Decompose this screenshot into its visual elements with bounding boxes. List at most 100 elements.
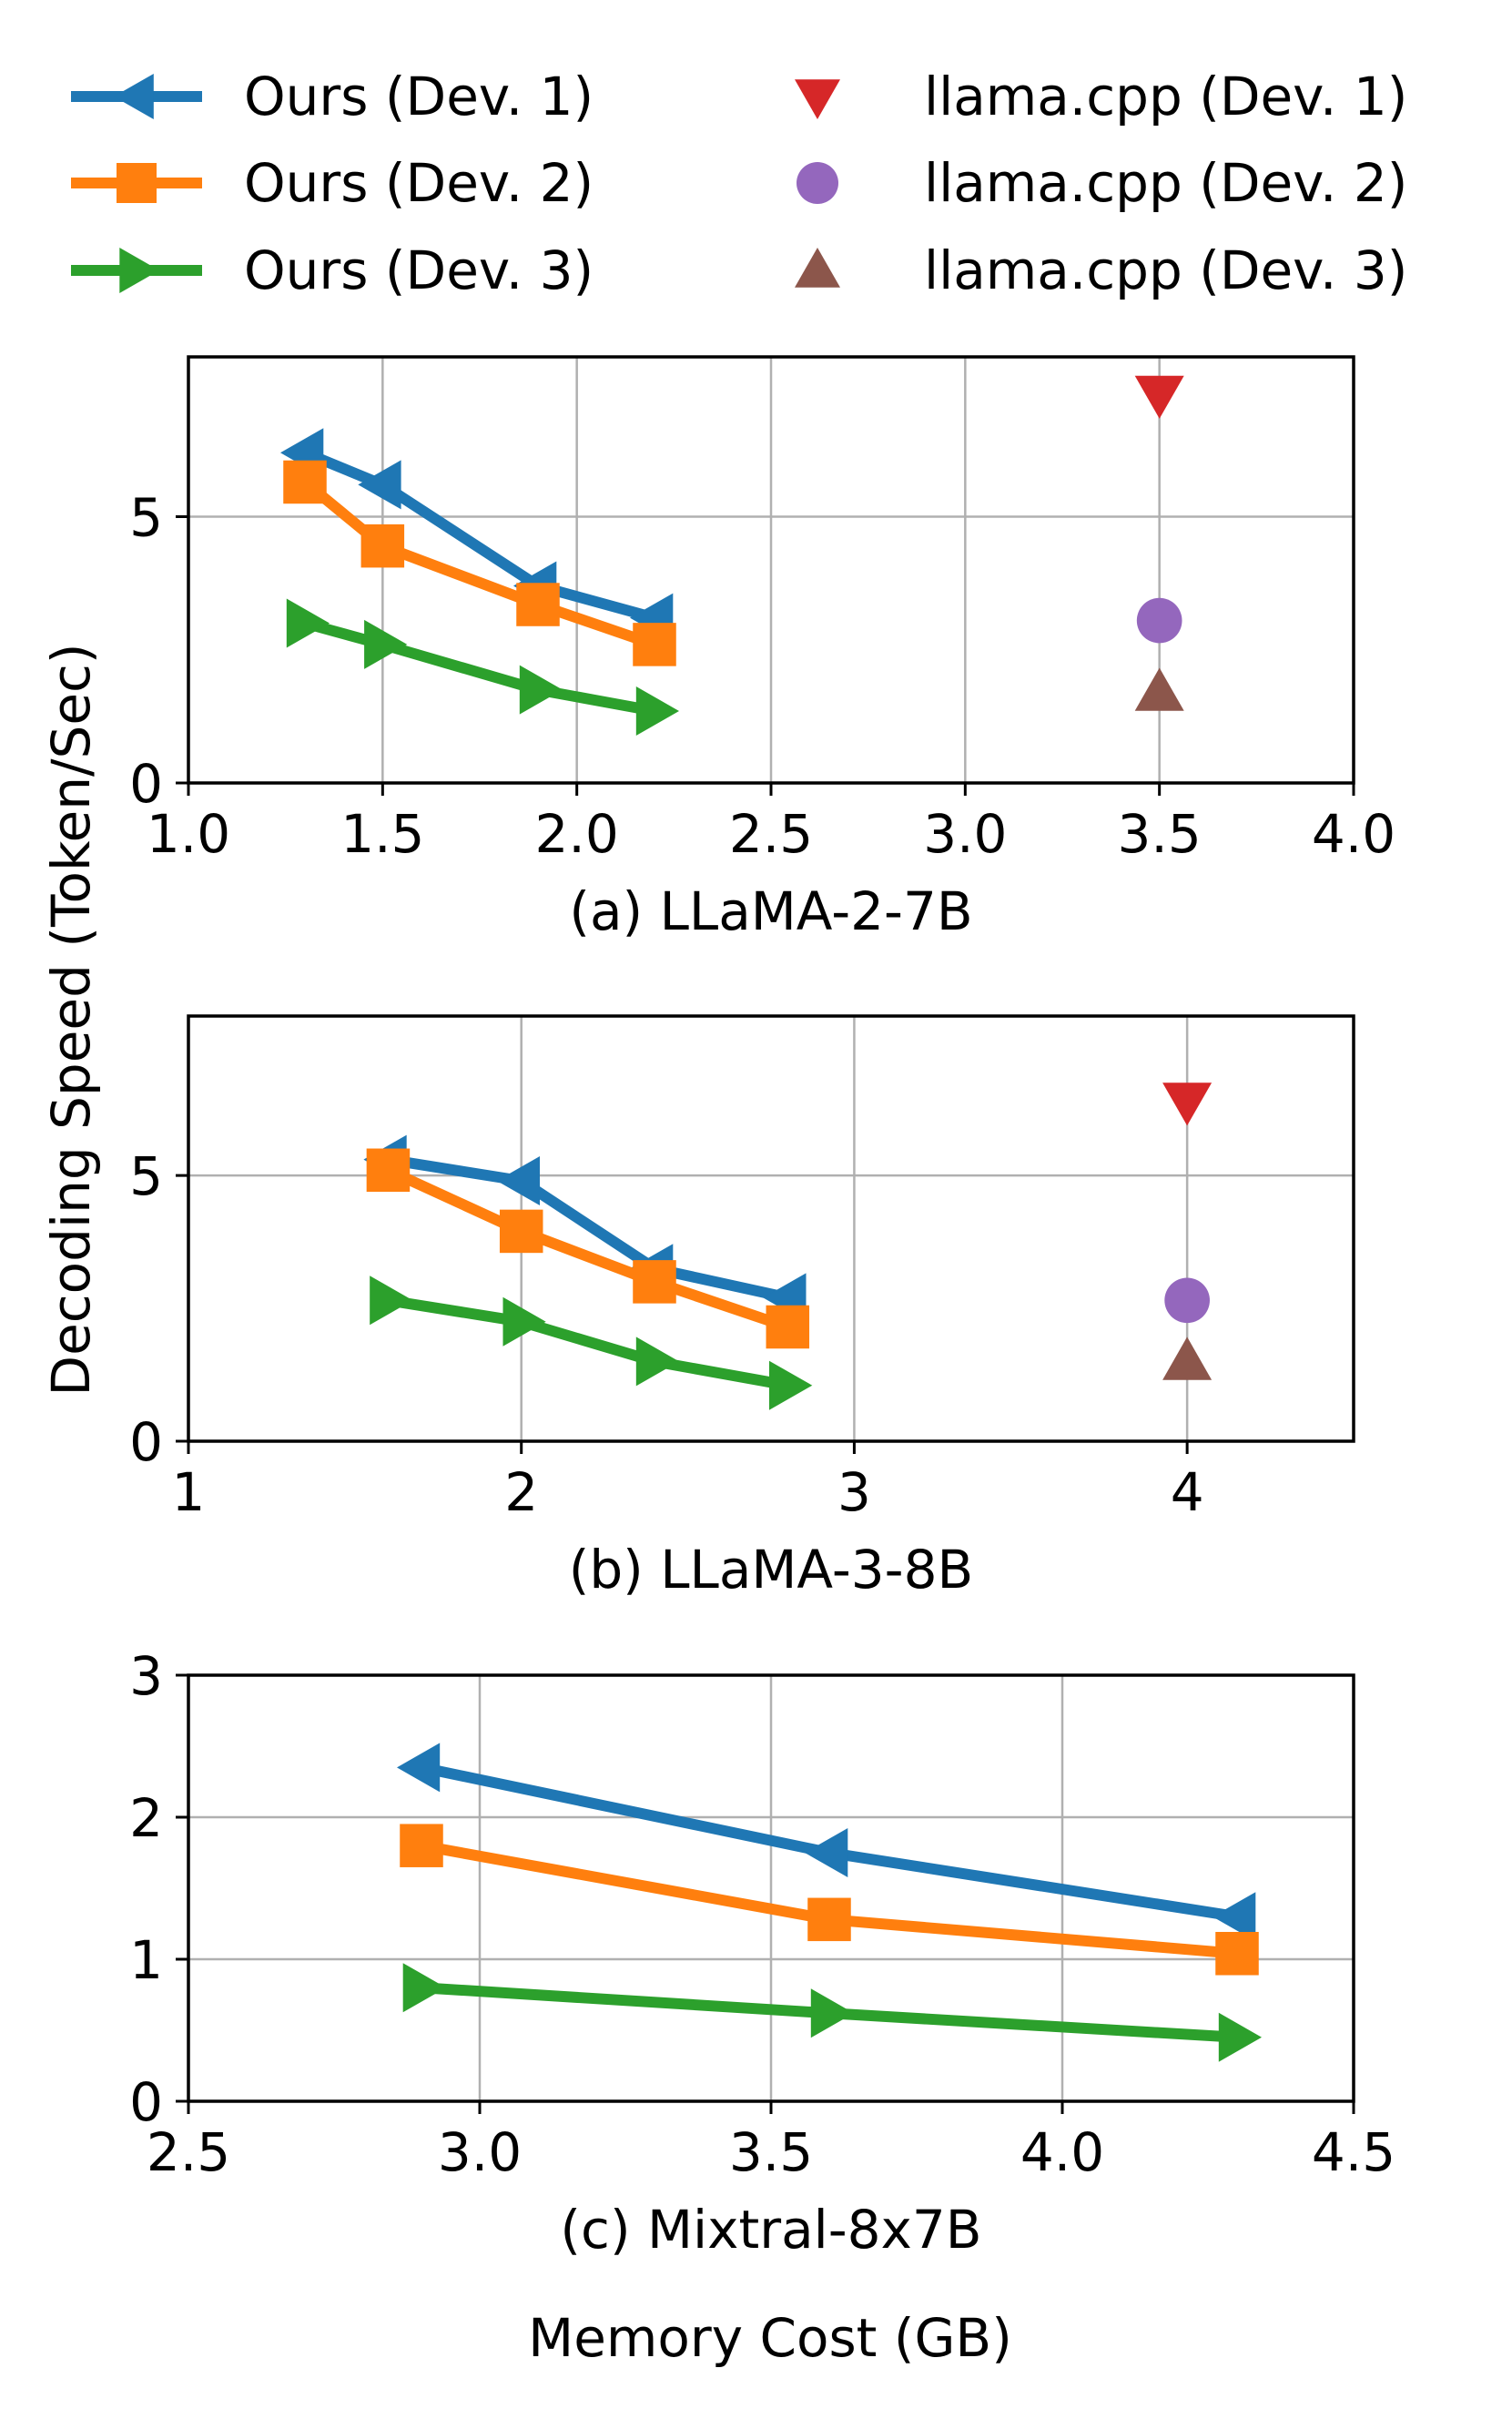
- y-tick-label: 1: [129, 1929, 163, 1991]
- legend-marker-ours2: [117, 163, 157, 203]
- series-ours1: [397, 1743, 1256, 1942]
- chart-panel-0: 1.0 1.5 2.0 2.5 3.0 3.5 4.0 0 5 (a) LLaMA-2-7B: [129, 355, 1395, 942]
- legend-entry-ours3: Ours (Dev. 3): [71, 239, 594, 301]
- series-llama1: [1134, 375, 1184, 419]
- data-point-ours3: [364, 619, 408, 669]
- series-llama1: [1162, 1082, 1213, 1126]
- data-point-ours3: [1218, 2012, 1262, 2062]
- data-point-ours1: [397, 1743, 441, 1793]
- legend-entry-llama3: llama.cpp (Dev. 3): [795, 239, 1407, 301]
- panel-title: (a) LLaMA-2-7B: [569, 880, 972, 942]
- data-point-ours1: [1213, 1892, 1256, 1942]
- x-tick-label: 4.5: [1312, 2121, 1395, 2183]
- legend-label-llama1: llama.cpp (Dev. 1): [924, 66, 1407, 127]
- legend-entry-llama2: llama.cpp (Dev. 2): [797, 152, 1407, 214]
- data-point-ours3: [519, 665, 563, 715]
- series-ours2: [400, 1824, 1259, 1976]
- data-point-ours3: [635, 1337, 679, 1387]
- series-line-ours2: [301, 477, 656, 650]
- data-point-ours2: [766, 1305, 810, 1349]
- data-point-ours2: [633, 623, 676, 666]
- x-tick-label: 3.0: [438, 2121, 522, 2183]
- x-tick-label: 4.0: [1020, 2121, 1104, 2183]
- data-point-ours3: [286, 598, 330, 648]
- data-point-ours2: [807, 1897, 851, 1942]
- legend-marker-ours3: [119, 248, 159, 293]
- data-point-ours1: [358, 460, 401, 510]
- legend-marker-llama3: [795, 248, 840, 288]
- data-point-ours1: [496, 1156, 540, 1205]
- data-point-ours2: [360, 523, 405, 568]
- series-ours1: [363, 1134, 807, 1323]
- y-tick-label: 2: [129, 1787, 163, 1849]
- series-llama3: [1134, 667, 1184, 711]
- data-point-llama2: [1136, 597, 1182, 644]
- series-line-ours1: [302, 447, 656, 624]
- series-ours3: [370, 1276, 813, 1410]
- panel-title: (c) Mixtral-8x7B: [560, 2199, 981, 2261]
- legend-entry-llama1: llama.cpp (Dev. 1): [795, 66, 1407, 127]
- data-point-llama3: [1162, 1337, 1213, 1380]
- data-point-ours2: [1215, 1932, 1259, 1976]
- series-line-ours2: [385, 1164, 790, 1333]
- y-axis-label: Decoding Speed (Token/Sec): [40, 643, 102, 1396]
- data-point-ours2: [499, 1209, 543, 1254]
- data-point-ours2: [366, 1148, 411, 1193]
- x-tick-label: 2.0: [535, 803, 619, 865]
- x-tick-label: 3: [837, 1461, 871, 1523]
- data-point-ours3: [635, 686, 679, 736]
- chart-panel-1: 1 2 3 4 0 5 (b) LLaMA-3-8B: [129, 1014, 1355, 1601]
- data-point-llama3: [1134, 667, 1184, 711]
- data-point-ours3: [370, 1276, 413, 1326]
- series-line-ours3: [303, 617, 656, 717]
- series-ours3: [286, 598, 679, 736]
- data-point-ours2: [633, 1260, 676, 1304]
- x-tick-label: 1: [172, 1461, 206, 1523]
- series-ours1: [280, 428, 674, 643]
- data-point-ours2: [516, 583, 560, 626]
- data-point-ours3: [502, 1296, 546, 1347]
- axes-frame: [187, 1014, 1355, 1443]
- x-axis-label: Memory Cost (GB): [528, 2307, 1012, 2369]
- series-ours3: [402, 1963, 1262, 2062]
- series-ours2: [283, 460, 676, 666]
- y-tick-label: 0: [129, 753, 163, 815]
- series-line-ours3: [387, 1295, 789, 1391]
- data-point-llama1: [1134, 375, 1184, 419]
- y-tick-label: 3: [129, 1645, 163, 1707]
- x-tick-label: 4: [1171, 1461, 1204, 1523]
- chart-panel-2: 2.5 3.0 3.5 4.0 4.5 0 1 2 3 (c) Mixtral-8x7B: [129, 1645, 1395, 2261]
- data-point-ours2: [283, 460, 327, 504]
- series-llama2: [1136, 597, 1182, 644]
- legend-marker-llama1: [795, 79, 840, 119]
- x-tick-label: 2.5: [729, 803, 813, 865]
- legend-marker-llama2: [797, 162, 838, 204]
- data-point-ours1: [805, 1828, 848, 1877]
- data-point-ours3: [769, 1360, 813, 1410]
- y-tick-label: 5: [129, 487, 163, 549]
- legend-label-llama2: llama.cpp (Dev. 2): [924, 152, 1407, 214]
- legend-entry-ours2: Ours (Dev. 2): [71, 152, 594, 214]
- legend-label-ours3: Ours (Dev. 3): [244, 239, 594, 301]
- y-tick-label: 0: [129, 1411, 163, 1473]
- series-line-ours1: [387, 1154, 789, 1304]
- legend-label-ours2: Ours (Dev. 2): [244, 152, 594, 214]
- panel-title: (b) LLaMA-3-8B: [569, 1539, 974, 1601]
- x-tick-label: 3.5: [729, 2121, 813, 2183]
- data-point-ours3: [402, 1963, 446, 2013]
- x-tick-label: 2: [504, 1461, 538, 1523]
- series-llama2: [1164, 1277, 1210, 1324]
- data-point-llama2: [1164, 1277, 1210, 1324]
- x-tick-label: 1.0: [147, 803, 230, 865]
- x-tick-label: 3.5: [1118, 803, 1202, 865]
- y-tick-label: 5: [129, 1145, 163, 1207]
- legend-label-ours1: Ours (Dev. 1): [244, 66, 594, 127]
- chart-panels: 1.0 1.5 2.0 2.5 3.0 3.5 4.0 0 5 (a) LLaMA-2-7B 1 2 3…: [129, 355, 1395, 2261]
- legend-marker-ours1: [114, 74, 154, 119]
- x-tick-label: 3.0: [923, 803, 1007, 865]
- legend-label-llama3: llama.cpp (Dev. 3): [924, 239, 1407, 301]
- legend: Ours (Dev. 1) Ours (Dev. 2) Ours (Dev. 3) l…: [71, 66, 1407, 301]
- x-tick-label: 4.0: [1312, 803, 1395, 865]
- x-tick-label: 2.5: [147, 2121, 230, 2183]
